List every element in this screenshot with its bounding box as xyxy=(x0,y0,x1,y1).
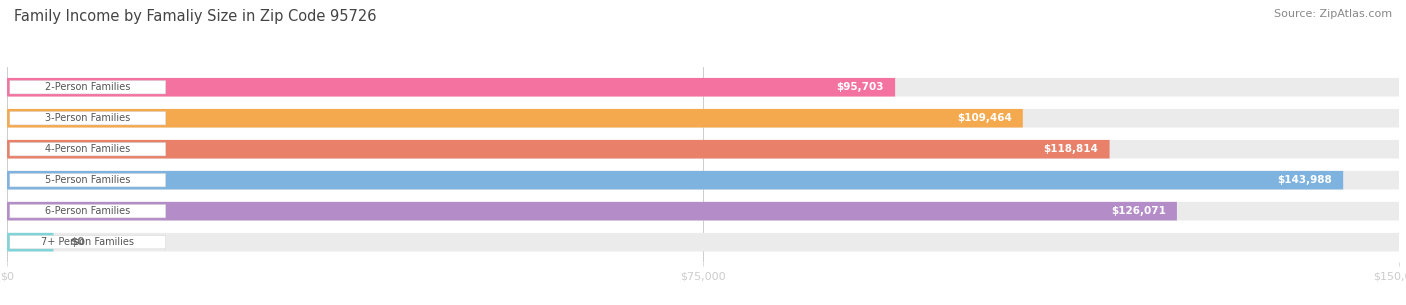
FancyBboxPatch shape xyxy=(7,171,1343,189)
Text: $143,988: $143,988 xyxy=(1277,175,1331,185)
Text: 2-Person Families: 2-Person Families xyxy=(45,82,131,92)
FancyBboxPatch shape xyxy=(7,78,896,97)
Text: $126,071: $126,071 xyxy=(1111,206,1166,216)
FancyBboxPatch shape xyxy=(7,109,1399,127)
Text: $0: $0 xyxy=(70,237,84,247)
FancyBboxPatch shape xyxy=(7,202,1399,221)
Text: 4-Person Families: 4-Person Families xyxy=(45,144,131,154)
Text: Source: ZipAtlas.com: Source: ZipAtlas.com xyxy=(1274,9,1392,19)
Text: 3-Person Families: 3-Person Families xyxy=(45,113,131,123)
FancyBboxPatch shape xyxy=(7,202,1177,221)
Text: $118,814: $118,814 xyxy=(1043,144,1098,154)
FancyBboxPatch shape xyxy=(10,235,166,249)
FancyBboxPatch shape xyxy=(7,233,1399,251)
FancyBboxPatch shape xyxy=(7,171,1399,189)
FancyBboxPatch shape xyxy=(7,140,1109,159)
FancyBboxPatch shape xyxy=(10,142,166,156)
Text: 7+ Person Families: 7+ Person Families xyxy=(41,237,134,247)
Text: $109,464: $109,464 xyxy=(957,113,1012,123)
FancyBboxPatch shape xyxy=(7,140,1399,159)
Text: $95,703: $95,703 xyxy=(837,82,884,92)
Text: 6-Person Families: 6-Person Families xyxy=(45,206,131,216)
FancyBboxPatch shape xyxy=(10,81,166,94)
FancyBboxPatch shape xyxy=(7,78,1399,97)
Text: Family Income by Famaliy Size in Zip Code 95726: Family Income by Famaliy Size in Zip Cod… xyxy=(14,9,377,24)
Text: 5-Person Families: 5-Person Families xyxy=(45,175,131,185)
FancyBboxPatch shape xyxy=(10,112,166,125)
FancyBboxPatch shape xyxy=(7,233,53,251)
FancyBboxPatch shape xyxy=(10,204,166,218)
FancyBboxPatch shape xyxy=(7,109,1022,127)
FancyBboxPatch shape xyxy=(10,174,166,187)
